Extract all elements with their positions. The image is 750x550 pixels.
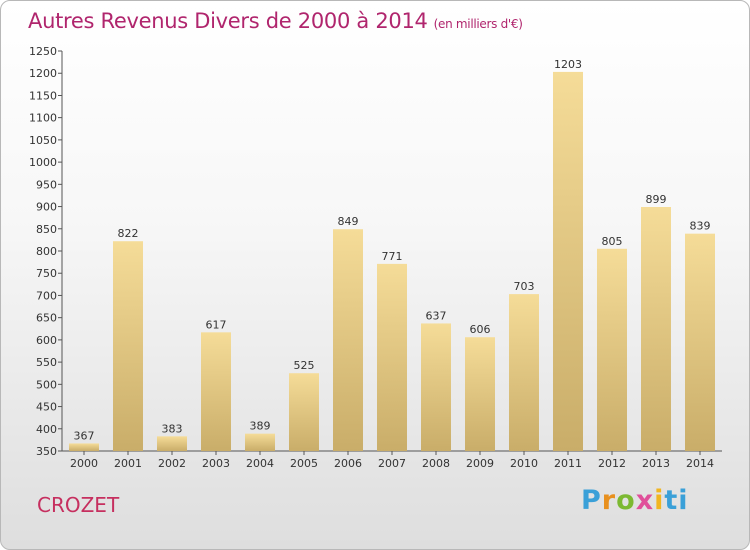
x-tick-label: 2012 [598,457,626,470]
x-tick-label: 2014 [686,457,714,470]
proxiti-logo[interactable]: Proxiti [581,485,689,516]
bar-value-label: 525 [294,359,315,372]
bar-2006 [333,229,363,451]
chart-title: Autres Revenus Divers de 2000 à 2014 [28,9,428,33]
y-tick-label: 1000 [29,156,57,169]
y-tick-label: 950 [36,178,57,191]
bar-2008 [421,323,451,451]
y-tick-label: 1150 [29,89,57,102]
bar-value-label: 383 [162,422,183,435]
logo-letter: ti [664,485,689,516]
place-name: CROZET [37,493,120,517]
bar-2005 [289,373,319,451]
bar-2010 [509,294,539,451]
x-tick-label: 2009 [466,457,494,470]
y-tick-label: 800 [36,245,57,258]
y-tick-label: 450 [36,401,57,414]
y-tick-label: 1200 [29,67,57,80]
logo-letter: x [635,485,655,516]
y-tick-label: 550 [36,356,57,369]
bar-2007 [377,263,407,451]
bar-value-label: 637 [426,309,447,322]
x-tick-label: 2003 [202,457,230,470]
y-tick-label: 900 [36,201,57,214]
y-tick-label: 500 [36,378,57,391]
bar-2009 [465,337,495,451]
bar-2001 [113,241,143,451]
logo-letter: o [616,485,636,516]
bar-value-label: 606 [470,323,491,336]
axes: 350 400 450 500 550 600 650 700 750 800 850 900 950 1… [29,45,722,470]
bar-2000 [69,443,99,451]
x-tick-label: 2005 [290,457,318,470]
bar-value-label: 899 [646,193,667,206]
chart-subtitle: (en milliers d'€) [433,17,523,31]
x-tick-label: 2002 [158,457,186,470]
y-tick-label: 700 [36,289,57,302]
y-tick-label: 1050 [29,134,57,147]
x-tick-label: 2000 [70,457,98,470]
bar-value-label: 822 [118,227,139,240]
bar-value-label: 805 [602,235,623,248]
x-tick-label: 2011 [554,457,582,470]
bar-2012 [597,248,627,451]
x-tick-label: 2010 [510,457,538,470]
logo-letter: r [601,485,617,516]
y-tick-label: 400 [36,423,57,436]
bar-value-label: 703 [514,280,535,293]
y-tick-label: 1100 [29,112,57,125]
x-tick-label: 2006 [334,457,362,470]
y-tick-label: 750 [36,267,57,280]
bar-2004 [245,433,275,451]
x-tick-label: 2001 [114,457,142,470]
y-tick-label: 600 [36,334,57,347]
x-tick-label: 2008 [422,457,450,470]
bar-value-label: 849 [338,215,359,228]
bar-2011 [553,71,583,451]
bar-value-label: 1203 [554,58,582,71]
y-tick-label: 350 [36,445,57,458]
bar-value-label: 771 [382,250,403,263]
x-tick-label: 2013 [642,457,670,470]
y-tick-label: 650 [36,312,57,325]
bar-2002 [157,436,187,451]
bar-2014 [685,233,715,451]
bar-2003 [201,332,231,451]
bar-value-label: 839 [690,220,711,233]
y-tick-label: 850 [36,223,57,236]
x-tick-label: 2004 [246,457,274,470]
chart-title-block: Autres Revenus Divers de 2000 à 2014 (en … [28,9,523,33]
bar-value-label: 617 [206,318,227,331]
logo-letter: P [581,485,602,516]
x-tick-label: 2007 [378,457,406,470]
logo-letter: i [654,485,665,516]
bar-2013 [641,207,671,451]
bars: 367 822 383 617 389 525 849 771 637 606 703 1203 805… [69,58,715,451]
y-tick-label: 1250 [29,45,57,58]
bar-value-label: 367 [74,429,95,442]
bar-value-label: 389 [250,420,271,433]
